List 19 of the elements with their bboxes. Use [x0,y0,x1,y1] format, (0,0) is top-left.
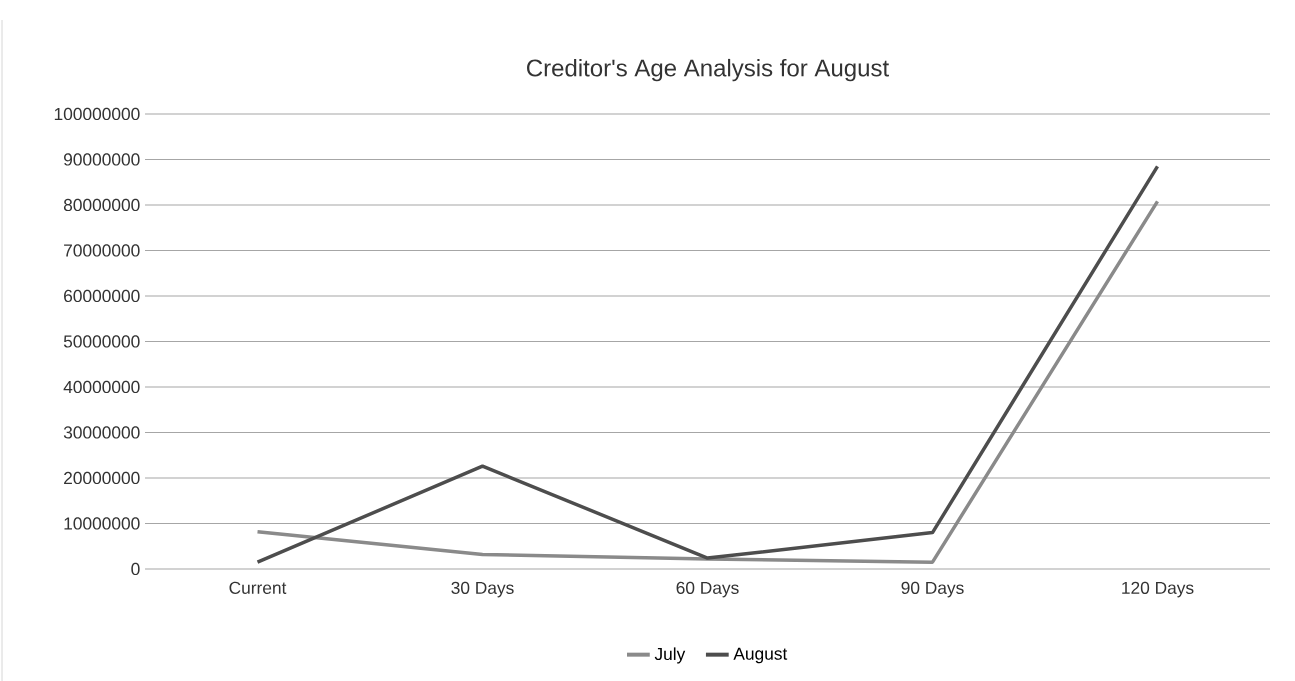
legend-label: July [654,647,686,664]
x-tick-label: 120 Days [1122,581,1194,598]
y-tick-label: 20000000 [64,471,140,485]
y-tick-label: 30000000 [63,426,140,439]
x-tick-label: 30 Days [451,581,514,598]
legend-label: August [733,647,788,664]
y-tick-label: 90000000 [64,153,140,166]
y-tick-label: 50000000 [63,335,140,348]
y-tick-label: 60000000 [64,289,140,303]
y-tick-label: 40000000 [63,380,140,394]
y-tick-label: 0 [131,562,140,576]
y-tick-label: 70000000 [64,244,140,257]
chart-title: Creditor's Age Analysis for August [527,58,889,82]
y-tick-label: 80000000 [63,198,140,212]
x-tick-label: 60 Days [676,581,739,598]
x-tick-label: 90 Days [901,581,964,598]
x-tick-label: Current [229,581,287,594]
y-tick-label: 100000000 [54,107,140,121]
y-tick-label: 10000000 [64,517,140,530]
